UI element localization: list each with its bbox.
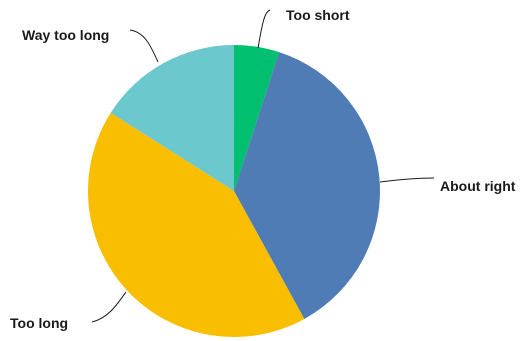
label-way-too-long: Way too long (22, 27, 109, 43)
slice-too-long (88, 112, 305, 338)
slice-too-short (234, 45, 280, 191)
label-about-right: About right (440, 178, 516, 194)
leader-too-long (91, 291, 127, 323)
pie-slices (88, 45, 380, 338)
label-too-long: Too long (10, 315, 68, 331)
leader-too-short (257, 9, 271, 49)
leader-lines (91, 9, 435, 323)
leader-about-right (379, 177, 435, 183)
slice-labels: Too short About right Too long Way too l… (10, 7, 516, 331)
label-too-short: Too short (286, 7, 350, 23)
slice-way-too-long (110, 45, 234, 191)
slice-about-right (234, 52, 380, 319)
leader-way-too-long (129, 29, 159, 63)
